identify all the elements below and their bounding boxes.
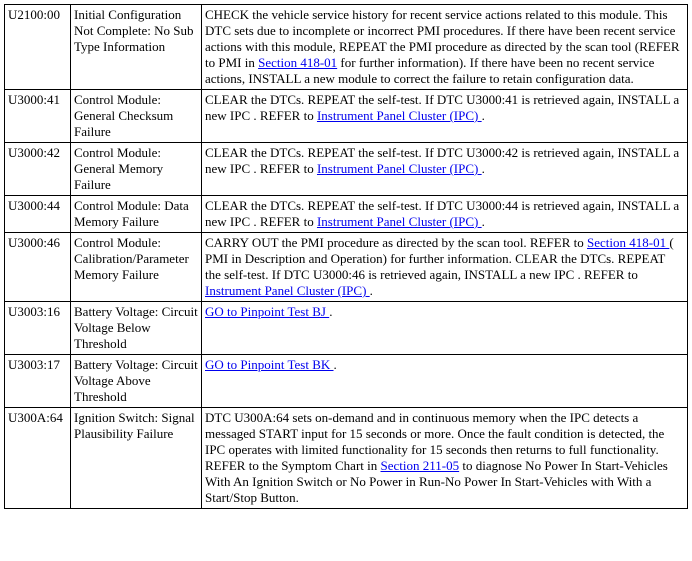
dtc-action: CLEAR the DTCs. REPEAT the self-test. If…: [202, 90, 688, 143]
action-text: .: [334, 357, 337, 372]
reference-link[interactable]: GO to Pinpoint Test BK: [205, 357, 334, 372]
reference-link[interactable]: Instrument Panel Cluster (IPC): [205, 283, 370, 298]
reference-link[interactable]: GO to Pinpoint Test BJ: [205, 304, 329, 319]
reference-link[interactable]: Instrument Panel Cluster (IPC): [317, 214, 482, 229]
dtc-description: Control Module: Calibration/Parameter Me…: [71, 233, 202, 302]
table-row: U3000:42Control Module: General Memory F…: [5, 143, 688, 196]
dtc-action: CLEAR the DTCs. REPEAT the self-test. If…: [202, 143, 688, 196]
dtc-description: Battery Voltage: Circuit Voltage Above T…: [71, 355, 202, 408]
dtc-action: CLEAR the DTCs. REPEAT the self-test. If…: [202, 196, 688, 233]
dtc-description: Initial Configuration Not Complete: No S…: [71, 5, 202, 90]
dtc-code: U3000:41: [5, 90, 71, 143]
table-row: U3003:16Battery Voltage: Circuit Voltage…: [5, 302, 688, 355]
dtc-code: U3003:16: [5, 302, 71, 355]
table-row: U3000:44Control Module: Data Memory Fail…: [5, 196, 688, 233]
action-text: CARRY OUT the PMI procedure as directed …: [205, 235, 587, 250]
dtc-code: U2100:00: [5, 5, 71, 90]
dtc-code: U3000:44: [5, 196, 71, 233]
table-row: U3000:41Control Module: General Checksum…: [5, 90, 688, 143]
action-text: .: [482, 214, 485, 229]
reference-link[interactable]: Instrument Panel Cluster (IPC): [317, 161, 482, 176]
dtc-code: U3000:42: [5, 143, 71, 196]
dtc-description: Ignition Switch: Signal Plausibility Fai…: [71, 408, 202, 509]
dtc-description: Battery Voltage: Circuit Voltage Below T…: [71, 302, 202, 355]
action-text: .: [482, 108, 485, 123]
dtc-action: CHECK the vehicle service history for re…: [202, 5, 688, 90]
dtc-action: GO to Pinpoint Test BK .: [202, 355, 688, 408]
table-row: U300A:64Ignition Switch: Signal Plausibi…: [5, 408, 688, 509]
reference-link[interactable]: Section 418-01: [587, 235, 669, 250]
dtc-action: CARRY OUT the PMI procedure as directed …: [202, 233, 688, 302]
table-row: U3003:17Battery Voltage: Circuit Voltage…: [5, 355, 688, 408]
action-text: .: [329, 304, 332, 319]
reference-link[interactable]: Instrument Panel Cluster (IPC): [317, 108, 482, 123]
action-text: .: [370, 283, 373, 298]
dtc-action: DTC U300A:64 sets on-demand and in conti…: [202, 408, 688, 509]
dtc-table: U2100:00Initial Configuration Not Comple…: [4, 4, 688, 509]
table-row: U3000:46Control Module: Calibration/Para…: [5, 233, 688, 302]
reference-link[interactable]: Section 418-01: [258, 55, 337, 70]
dtc-code: U3000:46: [5, 233, 71, 302]
dtc-action: GO to Pinpoint Test BJ .: [202, 302, 688, 355]
action-text: .: [482, 161, 485, 176]
dtc-code: U3003:17: [5, 355, 71, 408]
dtc-code: U300A:64: [5, 408, 71, 509]
dtc-description: Control Module: General Memory Failure: [71, 143, 202, 196]
table-row: U2100:00Initial Configuration Not Comple…: [5, 5, 688, 90]
dtc-description: Control Module: Data Memory Failure: [71, 196, 202, 233]
reference-link[interactable]: Section 211-05: [381, 458, 460, 473]
dtc-description: Control Module: General Checksum Failure: [71, 90, 202, 143]
